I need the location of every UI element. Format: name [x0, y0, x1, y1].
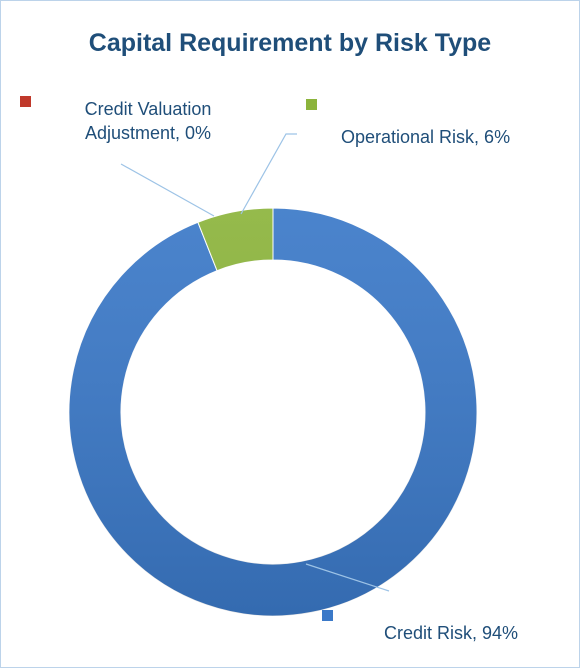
leader-line [305, 563, 390, 592]
data-label: Credit Risk, 94% [384, 623, 519, 643]
legend-marker [20, 96, 31, 107]
leader-line [120, 163, 215, 217]
data-label: Operational Risk, 6% [341, 127, 511, 147]
legend-marker [306, 99, 317, 110]
legend-marker [322, 610, 333, 621]
chart-title: Capital Requirement by Risk Type [88, 29, 492, 57]
donut-slice [68, 207, 478, 617]
data-label: Credit Valuation Adjustment, 0% [84, 99, 212, 143]
leader-line [240, 133, 297, 215]
